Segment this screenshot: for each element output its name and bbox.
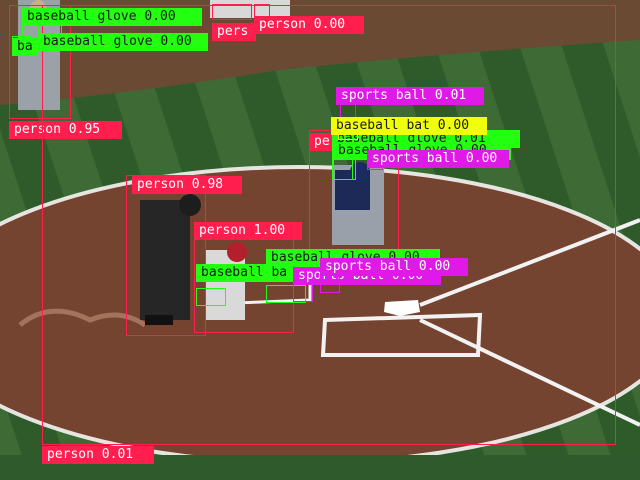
baseball-glove-bounding-box	[196, 288, 226, 306]
person-label: person 1.00	[194, 222, 302, 240]
sports-ball-label: sports ball 0.00	[320, 258, 468, 276]
baseball-bat-label: baseball bat 0.00	[331, 117, 487, 135]
sports-ball-label: sports ball 0.01	[336, 87, 484, 105]
baseball-glove-label: baseball glove 0.00	[22, 8, 202, 26]
baseball-glove-bounding-box	[266, 285, 306, 303]
person-label: person 0.98	[132, 176, 242, 194]
sports-ball-label: sports ball 0.00	[367, 150, 509, 168]
person-label: person 0.95	[9, 121, 122, 139]
person-bounding-box	[212, 4, 252, 20]
baseball-glove-label: baseball glove 0.00	[38, 33, 208, 51]
person-bounding-box	[9, 5, 71, 119]
person-label: pe	[309, 133, 333, 151]
sports-ball-bounding-box	[293, 284, 313, 302]
person-label: person 0.00	[254, 16, 364, 34]
person-bounding-box	[42, 5, 616, 445]
baseball-glove-label: ba	[12, 38, 38, 56]
sports-ball-bounding-box	[320, 275, 340, 293]
baseball-glove-label: baseball ba	[196, 264, 296, 282]
person-bounding-box	[126, 175, 206, 336]
person-label: pers	[212, 23, 256, 41]
person-label: person 0.01	[42, 446, 154, 464]
